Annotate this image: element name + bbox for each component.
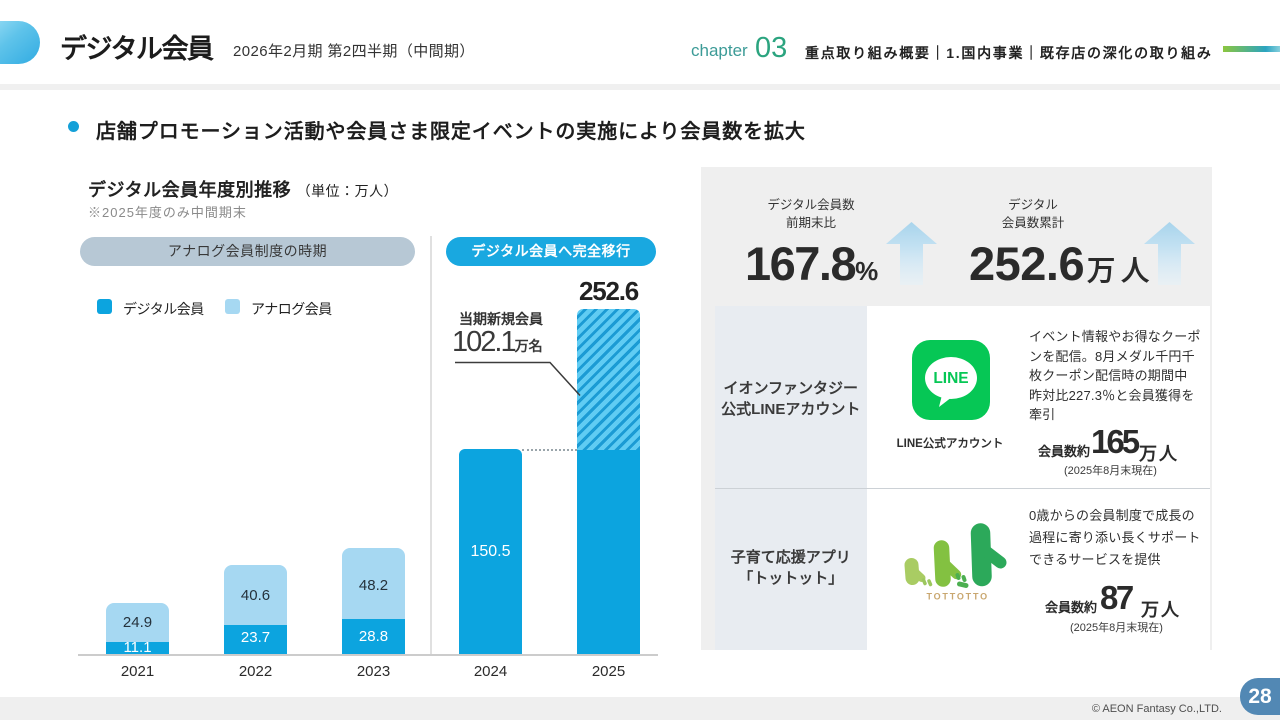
svg-text:TOTTOTTO: TOTTOTTO (927, 592, 989, 602)
svg-text:LINE: LINE (933, 370, 968, 387)
